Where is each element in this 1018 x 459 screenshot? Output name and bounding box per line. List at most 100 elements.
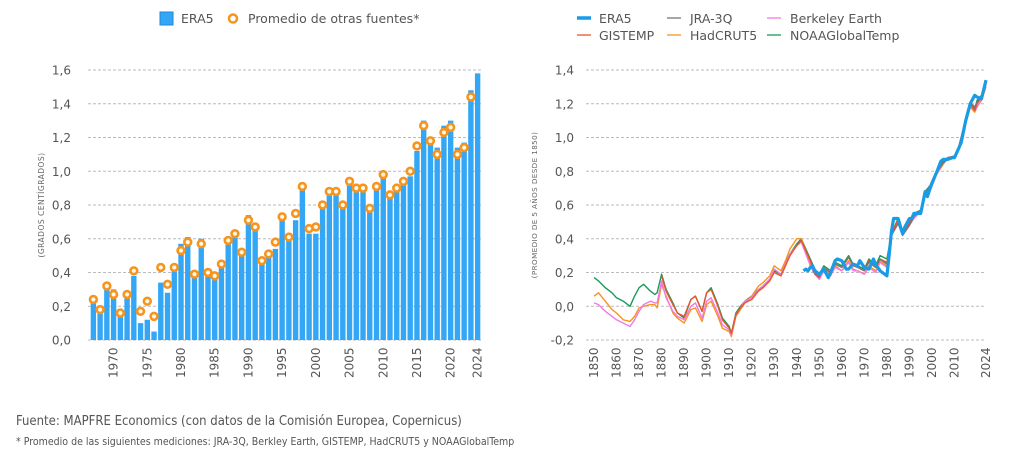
marker-others — [156, 262, 166, 273]
bar-era5 — [353, 189, 359, 340]
marker-others — [236, 247, 247, 257]
marker-others — [115, 308, 126, 318]
bar-era5 — [474, 73, 481, 340]
bar-era5 — [272, 248, 279, 340]
bar-era5 — [286, 240, 292, 340]
line-era5 — [802, 79, 988, 280]
gridlines — [586, 69, 986, 341]
bar-era5 — [124, 292, 130, 340]
x-tick-label: 1975 — [140, 347, 154, 378]
source-note: Fuente: MAPFRE Economics (con datos de l… — [16, 414, 462, 429]
marker-others — [162, 279, 173, 290]
marker-others — [250, 222, 260, 232]
x-tick-label: 1990 — [902, 347, 916, 378]
x-tick-label: 1950 — [812, 347, 826, 378]
marker-others — [459, 142, 469, 153]
bar-era5 — [427, 137, 434, 340]
footnote: * Promedio de las siguientes mediciones:… — [16, 436, 515, 448]
marker-others — [196, 239, 206, 249]
y-tick-label: 0,8 — [52, 199, 71, 213]
bar-era5 — [225, 238, 231, 340]
y-tick-label: 0,0 — [52, 334, 71, 348]
bar-era5 — [191, 270, 198, 340]
x-tick-label: 2024 — [471, 347, 485, 378]
marker-others — [331, 186, 341, 197]
marker-others — [270, 237, 281, 247]
marker-others — [284, 232, 294, 242]
marker-others — [169, 262, 179, 273]
bar-era5 — [407, 176, 413, 340]
bar-era5 — [104, 287, 110, 340]
bar-era5 — [421, 120, 427, 340]
y-tick-label: 0,4 — [555, 232, 574, 246]
legend-swatch-era5 — [159, 11, 174, 26]
bar-era5 — [400, 183, 407, 340]
marker-others — [95, 304, 105, 315]
marker-others — [230, 228, 240, 239]
marker-others — [405, 166, 415, 176]
bar-era5 — [319, 206, 326, 340]
x-tick-label: 2000 — [925, 347, 939, 378]
marker-others — [243, 215, 254, 225]
marker-others — [88, 294, 99, 305]
y-tick-label: 1,4 — [52, 97, 71, 111]
marker-others — [210, 271, 220, 281]
series-lines — [593, 79, 988, 338]
bar-era5 — [232, 230, 238, 340]
marker-others — [398, 176, 409, 187]
line-gistemp — [660, 83, 987, 334]
x-tick-label: 2005 — [343, 347, 357, 378]
bar-era5 — [306, 233, 312, 340]
bar-era5 — [144, 319, 150, 340]
marker-others — [122, 289, 132, 300]
bar-era5 — [414, 151, 420, 340]
marker-others — [142, 296, 153, 306]
legend: ERA5 JRA-3Q Berkeley Earth GISTEMP HadCR… — [577, 11, 899, 43]
y-tick-label: 1,4 — [555, 64, 574, 78]
bar-era5 — [185, 237, 191, 340]
y-tick-label: 0,4 — [52, 266, 71, 280]
marker-others — [338, 200, 348, 210]
bar-era5 — [447, 120, 454, 340]
marker-others — [365, 203, 375, 214]
bar-era5 — [259, 262, 265, 340]
bar-era5 — [151, 331, 157, 340]
bar-era5 — [373, 186, 380, 340]
bar-era5 — [110, 289, 117, 340]
marker-others — [425, 136, 436, 146]
y-tick-label: 1,2 — [52, 131, 71, 145]
bar-chart-era5-annual: ERA5 Promedio de otras fuentes* (GRADOS … — [37, 11, 485, 378]
marker-others — [371, 181, 382, 192]
line-berkeley-earth — [593, 84, 987, 336]
y-tick-label: 0,8 — [555, 165, 574, 179]
x-tick-label: 2020 — [444, 347, 458, 378]
legend: ERA5 Promedio de otras fuentes* — [159, 11, 419, 26]
marker-others — [412, 141, 422, 151]
x-axis-ticks: 1850 1860 1870 1880 1890 1900 1910 1920 1930 1940… — [587, 347, 993, 378]
y-tick-label: 0,2 — [52, 300, 71, 314]
bar-era5 — [178, 243, 184, 340]
y-tick-label: 0,2 — [555, 266, 574, 280]
line-jra-3q — [812, 81, 987, 277]
marker-others — [297, 181, 308, 192]
marker-others — [263, 249, 274, 259]
x-tick-label: 2024 — [979, 347, 993, 378]
bar-era5 — [468, 90, 474, 340]
marker-others — [135, 306, 146, 317]
bar-era5 — [454, 147, 461, 340]
legend-label-hadcrut: HadCRUT5 — [690, 28, 757, 43]
x-axis-ticks: 1970 1975 1980 1985 1990 1995 2000 2005 2010 2015… — [107, 347, 485, 378]
marker-others — [432, 149, 442, 160]
bar-era5 — [461, 142, 467, 340]
marker-others — [189, 269, 200, 279]
y-tick-label: 1,2 — [555, 97, 574, 111]
bar-era5 — [346, 181, 353, 340]
legend-label-noaa: NOAAGlobalTemp — [790, 28, 899, 43]
marker-others — [129, 266, 139, 276]
line-hadcrut5 — [593, 86, 987, 338]
y-axis-ticks: -0,2 0,0 0,2 0,4 0,6 0,8 1,0 1,2 1,4 — [551, 64, 574, 348]
y-tick-label: 0,0 — [555, 300, 574, 314]
legend-label-jra: JRA-3Q — [689, 11, 733, 26]
bar-era5 — [434, 147, 440, 340]
marker-others — [108, 289, 119, 300]
